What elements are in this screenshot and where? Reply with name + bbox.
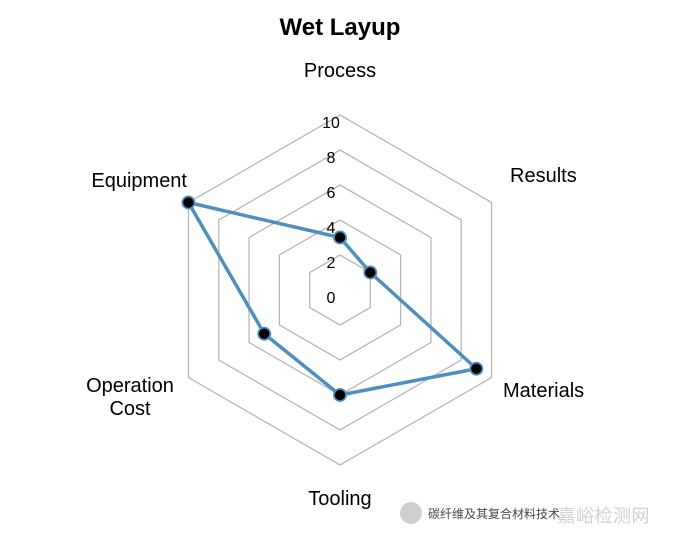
axis-label: OperationCost <box>70 375 190 421</box>
wechat-attribution: 碳纤维及其复合材料技术 <box>400 502 560 524</box>
grid-ring <box>249 185 431 395</box>
axis-label: Tooling <box>295 488 385 511</box>
tick-label: 2 <box>327 255 336 273</box>
data-marker-core <box>335 390 345 400</box>
chart-title: Wet Layup <box>0 14 680 42</box>
tick-label: 4 <box>327 220 336 238</box>
data-marker-core <box>335 232 345 242</box>
tick-label: 8 <box>327 150 336 168</box>
grid-ring <box>188 115 491 465</box>
wechat-caption-text: 碳纤维及其复合材料技术 <box>428 505 560 522</box>
tick-label: 0 <box>327 290 336 308</box>
axis-label: Process <box>300 60 380 83</box>
data-marker-core <box>471 364 481 374</box>
data-marker-core <box>365 267 375 277</box>
axis-label: Results <box>510 165 610 188</box>
tick-label: 6 <box>327 185 336 203</box>
wechat-avatar-icon <box>400 502 422 524</box>
data-marker-core <box>259 329 269 339</box>
grid-ring <box>310 255 371 325</box>
grid-ring <box>219 150 461 430</box>
data-marker-core <box>183 197 193 207</box>
tick-label: 10 <box>322 115 340 133</box>
axis-label: Materials <box>503 380 623 403</box>
radar-chart-container: Wet Layup 0 2 4 6 8 10 Process Results Material… <box>0 0 680 544</box>
axis-label: Equipment <box>57 170 187 193</box>
